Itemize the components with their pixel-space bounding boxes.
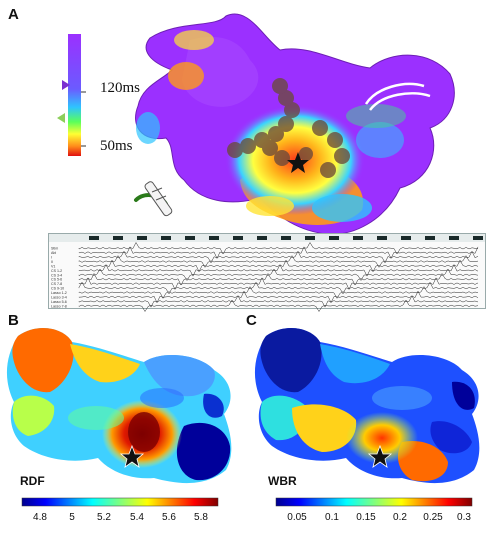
ecg-trace (78, 290, 479, 304)
wbr-tick-2: 0.15 (356, 512, 376, 523)
rdf-tick-0: 4.8 (33, 512, 47, 523)
rdf-tick-3: 5.4 (130, 512, 144, 523)
ecg-channel-label: CS 9-10 (51, 287, 64, 291)
ecg-trace (78, 264, 479, 277)
ecg-trace (78, 259, 479, 273)
ecg-channel-label: CS 3-4 (51, 273, 62, 277)
wbr-tick-5: 0.3 (457, 512, 471, 523)
ecg-trace (78, 277, 479, 290)
ecg-channel-label: Lasso 1-2 (51, 291, 67, 295)
rdf-tick-4: 5.6 (162, 512, 176, 523)
ecg-trace (78, 268, 479, 281)
ecg-trace (78, 250, 479, 264)
panel-b-letter: B (8, 312, 19, 329)
rdf-tick-1: 5 (69, 512, 75, 523)
ecg-channel-label: Stim (51, 247, 58, 251)
ecg-trace (78, 295, 479, 308)
ecg-trace (78, 255, 479, 268)
scale-label-120ms: 120ms (100, 80, 141, 96)
rdf-tick-2: 5.2 (97, 512, 111, 523)
scale-pointer-icon (62, 80, 70, 90)
rdf-map (6, 328, 232, 484)
rdf-colorbar (21, 497, 219, 507)
ecg-trace (78, 286, 479, 299)
catheter-icon (134, 181, 173, 217)
ecg-trace (78, 246, 479, 259)
ecg-trace (78, 281, 479, 295)
ecg-tracing: Stim Abl I II V1 CS 1-2 CS 3-4 CS 5-6 CS 7-8 CS 9… (48, 233, 486, 312)
scale-label-50ms: 50ms (100, 138, 133, 154)
ecg-channel-label: CS 1-2 (51, 269, 62, 273)
wbr-colorbar (275, 497, 473, 507)
wbr-tick-4: 0.25 (423, 512, 443, 523)
wbr-tick-3: 0.2 (393, 512, 407, 523)
scale-pointer-green-icon (57, 113, 65, 123)
lat-color-scale (68, 34, 86, 156)
activation-map-atrium (135, 13, 455, 235)
ecg-channel-label: Abl (51, 251, 56, 255)
ecg-channel-label: II (51, 260, 53, 264)
rdf-tick-5: 5.8 (194, 512, 208, 523)
wbr-label: WBR (268, 474, 297, 488)
wbr-tick-1: 0.1 (325, 512, 339, 523)
ecg-channel-label: CS 5-6 (51, 278, 62, 282)
wbr-tick-0: 0.05 (287, 512, 307, 523)
ecg-channel-label: V1 (51, 264, 55, 268)
ecg-channel-label: I (51, 256, 52, 260)
ecg-channel-label: CS 7-8 (51, 282, 62, 286)
ecg-channel-label: Lasso 7-8 (51, 304, 67, 308)
wbr-map (254, 328, 480, 484)
ecg-channel-label: Lasso 3-4 (51, 295, 67, 299)
rdf-label: RDF (20, 474, 45, 488)
ecg-trace (78, 299, 479, 312)
ecg-trace (78, 272, 479, 286)
ecg-trace (78, 241, 479, 255)
panel-a-letter: A (8, 6, 19, 23)
ecg-channel-label: Lasso 5-6 (51, 300, 67, 304)
panel-c-letter: C (246, 312, 257, 329)
